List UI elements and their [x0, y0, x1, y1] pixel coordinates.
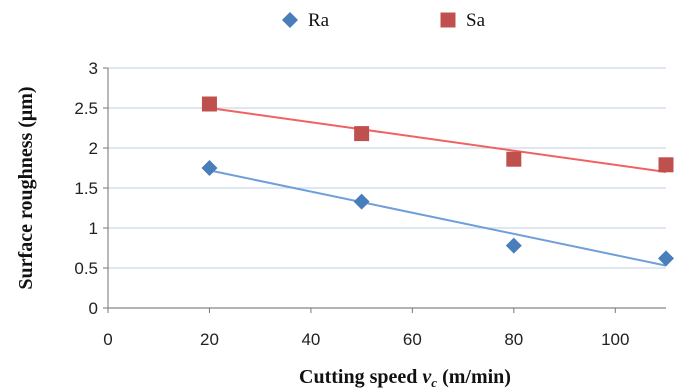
legend-marker-sa: [440, 12, 456, 28]
data-point-ra: [658, 250, 674, 267]
legend-label-sa: Sa: [466, 10, 486, 31]
y-tick-labels: 0 0.5 1 1.5 2 2.5 3: [74, 59, 98, 318]
data-point-ra: [353, 193, 370, 210]
y-axis-title: Surface roughness (μm): [15, 86, 37, 289]
legend-label-ra: Ra: [308, 10, 330, 31]
x-tick-label: 20: [200, 330, 219, 349]
data-point-sa: [201, 96, 217, 112]
x-tick-label: 40: [301, 330, 320, 349]
y-tick-label: 0.5: [74, 259, 98, 278]
trendlines: [209, 107, 667, 267]
x-axis-title: Cutting speed vc (m/min): [299, 366, 511, 389]
y-tick-label: 0: [89, 299, 98, 318]
y-tick-label: 3: [89, 59, 98, 78]
x-axis-title-var: v: [422, 366, 432, 388]
trendline-sa: [209, 107, 667, 173]
legend-marker-ra: [282, 12, 298, 28]
y-tick-label: 1: [89, 219, 98, 238]
x-axis-title-unit: (m/min): [437, 366, 511, 388]
legend: Ra Sa: [282, 10, 486, 31]
data-point-ra: [505, 237, 522, 254]
x-tick-label: 0: [103, 330, 112, 349]
x-axis-title-text: Cutting speed: [299, 366, 422, 388]
x-tick-label: 80: [504, 330, 523, 349]
trendline-ra: [209, 169, 667, 267]
y-tick-label: 1.5: [74, 179, 98, 198]
data-point-sa: [354, 126, 370, 142]
x-tick-label: 100: [601, 330, 629, 349]
x-axis-title-sub: c: [431, 375, 437, 389]
grid: [108, 67, 666, 269]
data-point-ra: [201, 160, 218, 176]
data-point-sa: [506, 151, 522, 167]
x-tick-labels: 0 20 40 60 80 100: [103, 330, 629, 349]
axes: [103, 67, 666, 313]
x-tick-label: 60: [403, 330, 422, 349]
y-tick-label: 2.5: [74, 99, 98, 118]
y-tick-label: 2: [89, 139, 98, 158]
data-point-sa: [658, 157, 674, 173]
data-points: [201, 96, 674, 267]
